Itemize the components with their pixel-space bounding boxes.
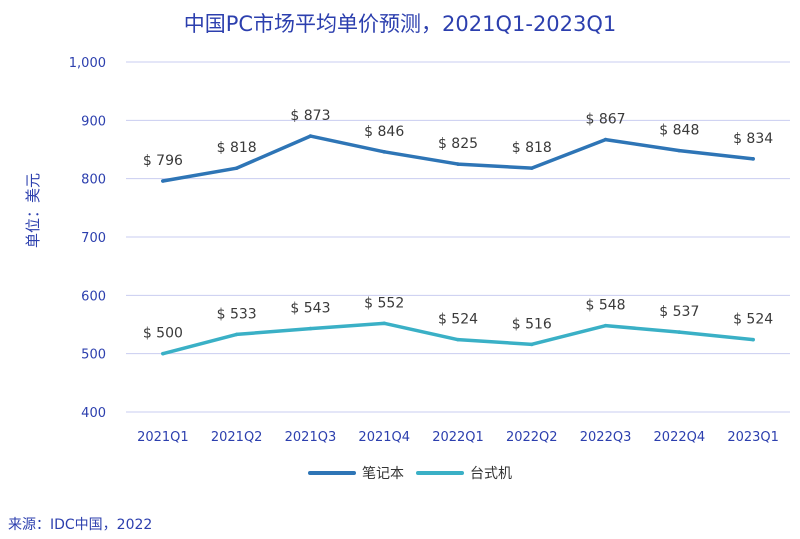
data-label: $ 543: [290, 301, 330, 317]
data-label: $ 818: [512, 140, 552, 156]
data-point: [751, 337, 755, 342]
data-point: [382, 321, 387, 326]
y-tick-label: 900: [81, 114, 106, 129]
data-point: [308, 326, 313, 331]
chart-title: 中国PC市场平均单价预测，2021Q1-2023Q1: [183, 12, 617, 36]
data-label: $ 818: [217, 140, 257, 156]
data-point: [308, 134, 313, 138]
y-tick-label: 1,000: [69, 56, 106, 71]
data-point: [677, 148, 682, 153]
data-label: $ 834: [733, 131, 773, 147]
data-point: [751, 157, 755, 161]
data-point: [529, 342, 534, 347]
data-label: $ 524: [733, 312, 773, 328]
x-tick-label: 2022Q4: [654, 430, 706, 445]
data-label: $ 848: [659, 123, 699, 139]
legend-label: 台式机: [470, 466, 512, 482]
y-tick-label: 700: [81, 231, 106, 246]
data-label: $ 500: [143, 326, 183, 342]
data-point: [234, 166, 239, 170]
data-point: [161, 351, 165, 356]
data-label: $ 873: [290, 108, 330, 124]
data-label: $ 825: [438, 136, 478, 152]
data-point: [161, 179, 165, 183]
data-point: [677, 330, 682, 334]
data-label: $ 796: [143, 153, 183, 169]
legend-label: 笔记本: [362, 466, 404, 482]
x-tick-label: 2022Q2: [506, 430, 558, 445]
data-point: [603, 137, 608, 142]
data-point: [603, 323, 608, 328]
data-point: [234, 332, 239, 337]
x-tick-label: 2023Q1: [727, 430, 779, 445]
data-label: $ 533: [217, 306, 257, 322]
y-tick-label: 600: [81, 289, 106, 304]
data-point: [456, 162, 460, 166]
data-point: [456, 337, 460, 342]
data-label: $ 537: [659, 304, 699, 320]
data-label: $ 516: [512, 316, 552, 332]
data-point: [529, 166, 534, 170]
y-tick-label: 400: [81, 406, 106, 421]
data-label: $ 552: [364, 295, 404, 311]
data-label: $ 548: [586, 298, 626, 314]
x-tick-label: 2021Q4: [358, 430, 410, 445]
data-label: $ 846: [364, 124, 404, 140]
source-note: 来源：IDC中国，2022: [8, 517, 153, 533]
data-label: $ 524: [438, 312, 478, 328]
x-tick-label: 2021Q2: [211, 430, 263, 445]
y-tick-label: 800: [81, 173, 106, 188]
data-point: [382, 150, 387, 154]
y-tick-label: 500: [81, 348, 106, 363]
x-tick-label: 2021Q1: [137, 430, 189, 445]
x-tick-label: 2021Q3: [285, 430, 337, 445]
x-tick-label: 2022Q3: [580, 430, 632, 445]
data-label: $ 867: [586, 112, 626, 128]
x-tick-label: 2022Q1: [432, 430, 484, 445]
